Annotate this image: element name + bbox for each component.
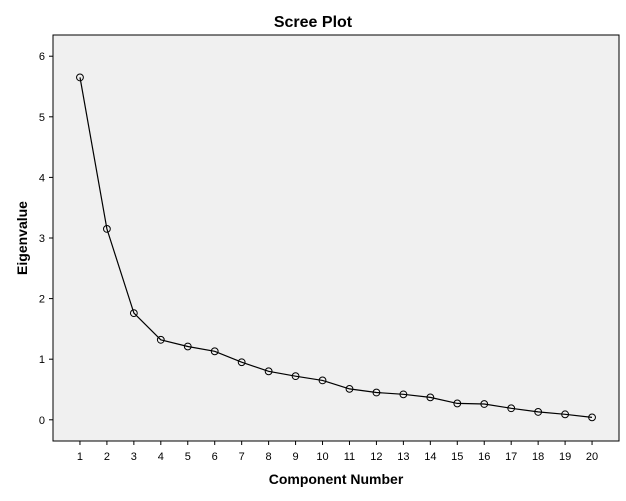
data-point (561, 410, 569, 419)
series-line (79, 77, 593, 418)
data-point (507, 404, 516, 413)
plot-area (52, 34, 620, 442)
y-tick-label: 5 (39, 112, 45, 124)
data-point (237, 358, 246, 367)
x-tick-label: 3 (131, 451, 137, 463)
data-point (453, 399, 462, 408)
data-point (480, 400, 489, 408)
series-eigenvalues (76, 73, 596, 422)
y-axis-label: Eigenvalue (14, 201, 30, 275)
x-tick-label: 19 (559, 451, 571, 463)
data-point (291, 372, 300, 381)
x-tick-label: 2 (104, 451, 110, 463)
data-point (264, 367, 273, 376)
x-tick-label: 15 (451, 451, 463, 463)
x-axis-label: Component Number (269, 471, 404, 487)
y-tick-label: 0 (39, 415, 45, 427)
x-axis-ticks: 1 2 3 4 5 6 7 8 9 10 11 12 13 14 15 16 17 18 19 20 (77, 441, 598, 463)
data-point (426, 393, 435, 402)
x-tick-label: 9 (293, 451, 299, 463)
data-point (399, 390, 408, 399)
x-tick-label: 7 (239, 451, 245, 463)
y-tick-label: 2 (39, 294, 45, 306)
x-tick-label: 1 (77, 451, 83, 463)
data-point (534, 408, 543, 416)
data-point (103, 225, 111, 233)
x-tick-label: 11 (344, 451, 355, 463)
x-tick-label: 17 (505, 451, 517, 463)
y-axis-ticks: 0 1 2 3 4 5 6 (39, 51, 53, 427)
x-tick-label: 16 (478, 451, 490, 463)
x-tick-label: 8 (266, 451, 272, 463)
y-tick-label: 4 (39, 172, 45, 184)
x-tick-label: 6 (212, 451, 218, 463)
data-point (345, 384, 354, 393)
chart-title: Scree Plot (274, 14, 353, 31)
x-tick-label: 20 (586, 451, 598, 463)
x-tick-label: 4 (158, 451, 164, 463)
x-tick-label: 12 (370, 451, 382, 463)
y-tick-label: 3 (39, 233, 45, 245)
data-point (129, 309, 138, 318)
data-point (372, 388, 381, 397)
x-tick-label: 10 (316, 451, 328, 463)
y-tick-label: 1 (39, 354, 45, 366)
data-point (210, 347, 219, 356)
y-tick-label: 6 (39, 51, 45, 63)
data-point (156, 335, 165, 344)
data-point (76, 73, 84, 82)
x-tick-label: 13 (397, 451, 409, 463)
data-point (183, 342, 192, 351)
x-tick-label: 5 (185, 451, 191, 463)
data-point (588, 413, 596, 422)
data-point (318, 376, 327, 385)
x-tick-label: 18 (532, 451, 544, 463)
x-tick-label: 14 (424, 451, 436, 463)
